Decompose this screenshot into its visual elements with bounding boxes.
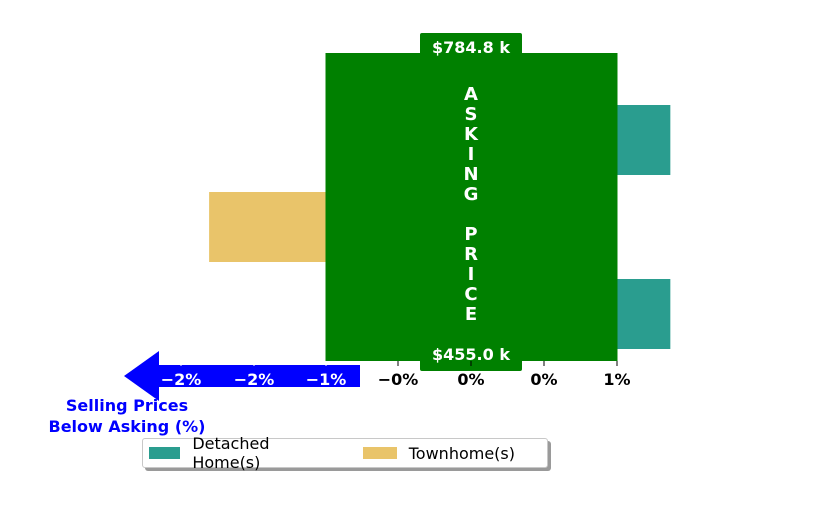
asking-price-letter-1: S xyxy=(465,104,478,125)
asking-price-panel xyxy=(325,53,618,361)
legend-swatch-detached xyxy=(149,447,181,459)
legend-item-townhome: Townhome(s) xyxy=(362,443,515,463)
asking-price-letter-0: A xyxy=(464,84,478,105)
legend-swatch-townhome xyxy=(362,447,397,459)
arrow-label-line2: Below Asking (%) xyxy=(49,417,206,436)
legend-label-detached: Detached Home(s) xyxy=(192,434,270,472)
asking-price-bottom-badge: $455.0 k xyxy=(420,340,522,371)
asking-price-letter-4: N xyxy=(463,164,478,185)
arrow-label-line1: Selling Prices xyxy=(66,396,188,415)
x-tick-label-2: −1% xyxy=(306,370,347,389)
asking-price-letter-9: I xyxy=(468,264,475,285)
x-tick-label-1: −2% xyxy=(234,370,275,389)
x-tick-label-3: −0% xyxy=(378,370,419,389)
asking-price-letter-2: K xyxy=(464,124,479,145)
x-tick-label-5: 0% xyxy=(530,370,557,389)
asking-price-top-label: $784.8 k xyxy=(432,38,510,57)
x-tick-label-0: −2% xyxy=(161,370,202,389)
asking-price-top-badge: $784.8 k xyxy=(420,33,522,61)
asking-price-letter-3: I xyxy=(468,144,475,165)
asking-price-bottom-label: $455.0 k xyxy=(432,345,510,364)
asking-price-letter-10: C xyxy=(464,284,477,305)
legend: Detached Home(s) Townhome(s) xyxy=(142,434,548,472)
legend-item-detached: Detached Home(s) xyxy=(149,434,331,472)
x-tick-label-6: 1% xyxy=(603,370,630,389)
x-tick-label-4: 0% xyxy=(457,370,484,389)
legend-label-townhome: Townhome(s) xyxy=(408,443,515,463)
asking-price-letter-8: R xyxy=(464,244,478,265)
asking-price-letter-5: G xyxy=(464,184,479,205)
x-axis-ticks: −2% −2% −1% −0% 0% 0% 1% xyxy=(161,361,631,389)
asking-price-letter-11: E xyxy=(465,304,477,325)
asking-price-letter-7: P xyxy=(464,224,477,245)
below-asking-arrow-icon xyxy=(124,351,360,401)
